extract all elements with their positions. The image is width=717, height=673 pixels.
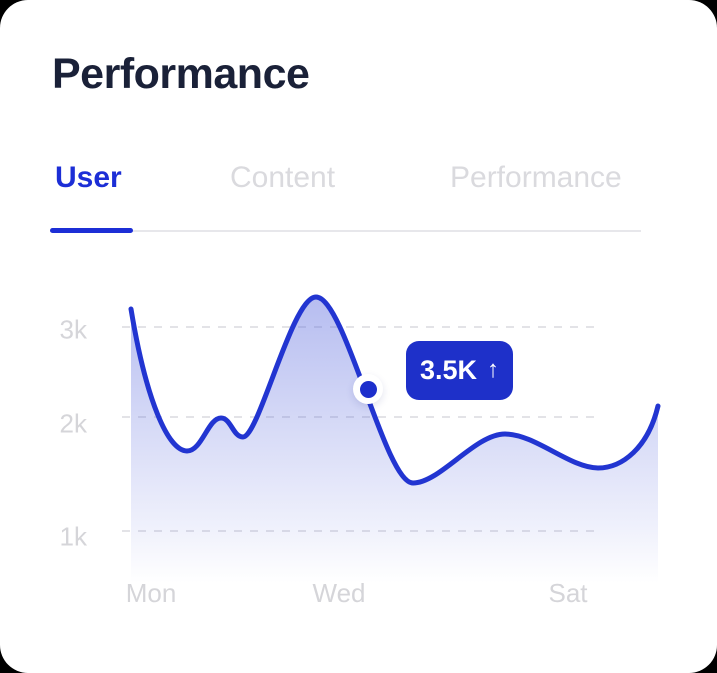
data-point-dot xyxy=(359,380,377,398)
x-axis-label-mon: Mon xyxy=(125,578,177,608)
tab-underline-track xyxy=(50,230,641,232)
y-axis-label-2k: 2k xyxy=(59,408,87,439)
x-axis-label-sat: Sat xyxy=(548,578,588,608)
active-tab-indicator xyxy=(50,228,133,233)
arrow-up-icon: ↑ xyxy=(487,355,500,383)
y-axis-label-1k: 1k xyxy=(59,521,87,552)
series-line xyxy=(128,294,661,486)
y-axis-label-3k: 3k xyxy=(59,314,87,345)
value-tooltip: 3.5K ↑ xyxy=(406,341,513,400)
tab-content[interactable]: Content xyxy=(230,161,336,194)
tab-user[interactable]: User xyxy=(55,161,122,194)
page-title: Performance xyxy=(52,50,310,98)
tab-performance[interactable]: Performance xyxy=(450,161,622,194)
tooltip-value: 3.5K xyxy=(419,355,478,385)
highlighted-data-point xyxy=(353,374,383,404)
x-axis-label-wed: Wed xyxy=(312,578,366,608)
series-area-fill xyxy=(131,297,658,583)
